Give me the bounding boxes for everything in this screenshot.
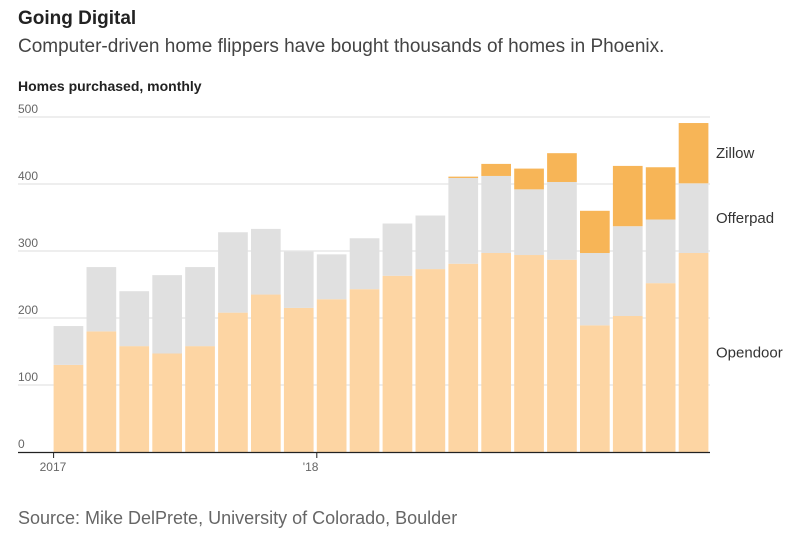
bar-zillow [514,168,544,190]
bar-opendoor [678,253,709,452]
bar-opendoor [349,289,380,452]
legend-label-offerpad: Offerpad [716,210,774,227]
bar-zillow [678,123,709,184]
bar-opendoor [481,253,511,452]
bar-opendoor [218,312,248,452]
bar-offerpad [514,189,544,256]
bar-opendoor [119,346,150,452]
bar-opendoor [580,325,610,452]
bar-offerpad [678,183,709,254]
x-tick-label: '18 [303,460,319,474]
y-tick-label: 100 [18,370,38,384]
bar-offerpad [218,232,248,313]
source-note: Source: Mike DelPrete, University of Col… [18,508,458,528]
bar-offerpad [612,226,643,316]
bar-opendoor [185,346,215,452]
legend-label-opendoor: Opendoor [716,345,783,362]
bar-offerpad [251,228,281,295]
bar-opendoor [448,263,479,452]
bar-opendoor [645,283,676,452]
y-axis-caption: Homes purchased, monthly [18,78,202,94]
bar-offerpad [580,253,610,326]
bar-offerpad [547,181,577,260]
bar-opendoor [152,353,182,452]
y-tick-label: 300 [18,236,38,250]
x-axis: 2017 '18 [18,451,710,474]
bar-opendoor [283,307,314,452]
y-tick-label: 400 [18,169,38,183]
y-tick-label: 0 [18,437,25,451]
bar-opendoor [86,331,117,452]
chart-title: Going Digital [18,8,137,29]
bar-opendoor [612,315,643,452]
bar-offerpad [86,267,117,332]
bar-opendoor [547,259,577,452]
bar-stacks [53,123,709,452]
bar-offerpad [382,223,413,276]
bar-offerpad [53,326,84,365]
bar-zillow [481,163,511,176]
bar-offerpad [448,177,479,264]
bar-opendoor [53,364,84,452]
bar-offerpad [415,215,446,270]
x-tick-label: 2017 [40,460,67,474]
bar-offerpad [349,238,380,290]
bar-opendoor [415,269,446,452]
bar-zillow [612,165,643,227]
bar-offerpad [152,275,182,354]
bar-offerpad [316,254,347,300]
bar-offerpad [481,175,511,254]
bar-opendoor [316,299,347,452]
bar-opendoor [514,255,544,452]
bar-opendoor [382,275,413,452]
legend: Opendoor Offerpad Zillow [716,145,783,361]
y-tick-label: 500 [18,102,38,116]
bar-offerpad [283,251,314,308]
legend-label-zillow: Zillow [716,145,755,162]
bar-zillow [448,176,479,178]
bar-opendoor [251,294,281,452]
bar-zillow [547,153,577,182]
bar-zillow [580,210,610,254]
y-tick-label: 200 [18,303,38,317]
chart-subtitle: Computer-driven home flippers have bough… [18,36,665,57]
bar-zillow [645,167,676,220]
bar-offerpad [119,291,150,347]
bar-offerpad [185,267,215,347]
bar-offerpad [645,219,676,284]
